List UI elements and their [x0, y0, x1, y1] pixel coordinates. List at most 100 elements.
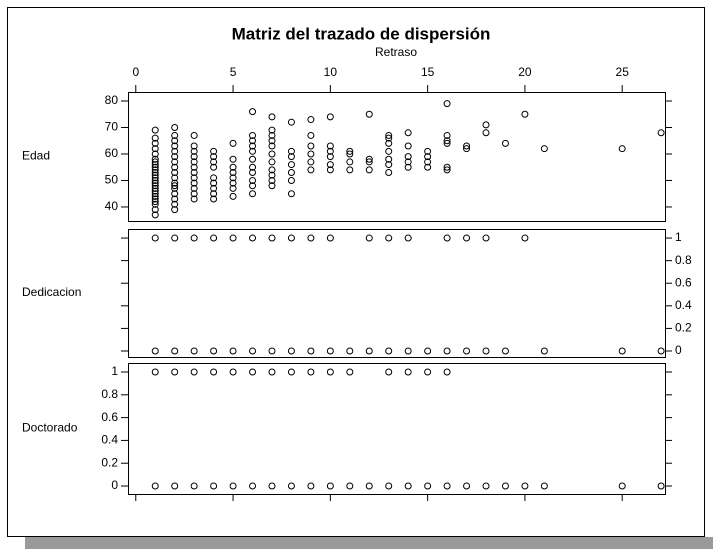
y-tick-label: 0.4 [101, 433, 118, 447]
point [326, 161, 334, 169]
x-tick-label: 10 [324, 65, 338, 79]
point [618, 347, 626, 355]
point [229, 179, 237, 187]
y-tick-label: 40 [105, 199, 119, 213]
point [385, 161, 393, 169]
point [540, 347, 548, 355]
point [249, 155, 257, 163]
point [501, 482, 509, 490]
point [210, 347, 218, 355]
point [443, 347, 451, 355]
point [268, 234, 276, 242]
point [404, 129, 412, 137]
point [365, 347, 373, 355]
point [657, 482, 665, 490]
point [307, 116, 315, 124]
panel [128, 92, 666, 222]
point [171, 179, 179, 187]
point [249, 169, 257, 177]
point [151, 171, 159, 179]
point [249, 368, 257, 376]
point [151, 206, 159, 214]
y-axis-label: Doctorado [22, 421, 78, 435]
point [171, 368, 179, 376]
point [268, 158, 276, 166]
point [268, 166, 276, 174]
point [287, 482, 295, 490]
y-tick-label: 0 [675, 343, 682, 357]
point [151, 482, 159, 490]
y-tick-label: 80 [105, 93, 119, 107]
point [443, 139, 451, 147]
point [618, 482, 626, 490]
x-tick-label: 25 [616, 65, 630, 79]
point [151, 134, 159, 142]
point [287, 161, 295, 169]
point [404, 158, 412, 166]
point [171, 190, 179, 198]
x-tick-label: 5 [230, 65, 237, 79]
point [424, 482, 432, 490]
point [249, 190, 257, 198]
y-tick-label: 0.6 [101, 410, 118, 424]
point [268, 171, 276, 179]
point [151, 145, 159, 153]
point [210, 195, 218, 203]
point [151, 182, 159, 190]
point [424, 163, 432, 171]
point [190, 368, 198, 376]
point [346, 166, 354, 174]
point [171, 163, 179, 171]
point [385, 134, 393, 142]
point [482, 234, 490, 242]
point [171, 137, 179, 145]
point [210, 163, 218, 171]
point [151, 169, 159, 177]
point [249, 347, 257, 355]
point [365, 158, 373, 166]
point [268, 142, 276, 150]
point [210, 158, 218, 166]
point [307, 166, 315, 174]
point [307, 131, 315, 139]
point [190, 482, 198, 490]
point [229, 482, 237, 490]
point [151, 126, 159, 134]
point [404, 368, 412, 376]
point [190, 184, 198, 192]
y-tick-label: 50 [105, 173, 119, 187]
point [249, 163, 257, 171]
y-tick-label: 1 [111, 364, 118, 378]
point [229, 163, 237, 171]
point [210, 153, 218, 161]
point [443, 100, 451, 108]
point [171, 182, 179, 190]
point [463, 145, 471, 153]
point [365, 482, 373, 490]
point [307, 347, 315, 355]
point [249, 142, 257, 150]
y-tick-label: 0.2 [675, 321, 692, 335]
point [229, 139, 237, 147]
point [190, 131, 198, 139]
point [404, 153, 412, 161]
point [151, 150, 159, 158]
point [151, 200, 159, 208]
point [326, 166, 334, 174]
point [326, 347, 334, 355]
x-tick-label: 15 [421, 65, 435, 79]
point [190, 142, 198, 150]
point [190, 169, 198, 177]
point [151, 166, 159, 174]
point [307, 158, 315, 166]
point [190, 195, 198, 203]
point [424, 153, 432, 161]
y-tick-label: 0.2 [101, 455, 118, 469]
shadow [25, 537, 713, 549]
point [171, 123, 179, 131]
y-axis-label: Dedicacion [22, 285, 81, 299]
point [385, 169, 393, 177]
point [151, 163, 159, 171]
point [326, 482, 334, 490]
point [521, 110, 529, 118]
